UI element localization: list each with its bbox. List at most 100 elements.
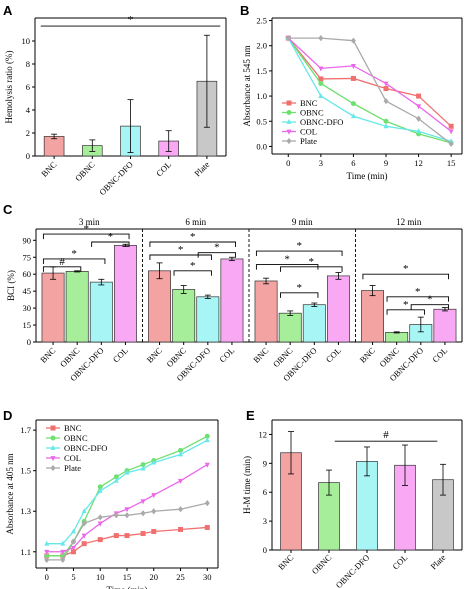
y-axis-label: Hemolysis ratio (%) [4, 51, 14, 124]
y-tick-label: 6 [263, 487, 267, 497]
marker-diamond [286, 137, 292, 145]
marker-triangle-up [416, 128, 422, 134]
marker-diamond [44, 556, 50, 563]
y-axis-label: H-M time (min) [242, 456, 252, 514]
marker-triangle-down [204, 462, 210, 468]
marker-triangle-down [350, 63, 356, 69]
category-label: OBNC-DFO [97, 159, 135, 197]
marker-diamond [285, 35, 291, 42]
x-tick-label: 0 [286, 158, 290, 168]
marker-circle [178, 447, 184, 453]
y-tick-label: 75 [23, 252, 32, 262]
x-tick-label: 30 [203, 572, 212, 582]
marker-square [383, 86, 389, 92]
marker-triangle-up [151, 459, 157, 465]
y-tick-label: 15 [23, 320, 32, 330]
legend-label: BNC [300, 98, 318, 108]
y-tick-label: 10 [22, 36, 31, 46]
significance-marker: * [403, 263, 409, 275]
y-tick-label: 2.0 [256, 41, 267, 51]
marker-diamond [448, 140, 454, 148]
bar-bnc [148, 270, 172, 343]
marker-triangle-up [81, 508, 87, 514]
category-label: COL [390, 552, 409, 571]
significance-bracket [91, 241, 130, 247]
y-tick-label: 8 [26, 59, 30, 69]
significance-bracket [410, 304, 450, 310]
marker-triangle-up [50, 444, 56, 450]
marker-triangle-down [97, 521, 103, 527]
y-tick-label: 0.5 [256, 116, 267, 126]
category-label: COL [430, 345, 449, 364]
marker-diamond [97, 514, 103, 521]
category-label: BNC [38, 345, 58, 365]
bar-obnc [172, 289, 196, 343]
marker-diamond [416, 115, 422, 122]
series-line-col [287, 37, 452, 132]
marker-triangle-down [60, 549, 66, 555]
bar-col [113, 245, 137, 343]
significance-marker: * [309, 256, 315, 268]
marker-triangle-up [318, 92, 324, 98]
marker-square [81, 541, 87, 547]
bar-obnc-dfo [302, 304, 326, 343]
category-label: BNC [145, 345, 165, 365]
chart-hm-time: 0 3 6 9 12 H-M time (min) BNC OBNC OBNC-DFO COL Pl… [242, 419, 463, 589]
y-tick-label: 1.5 [256, 66, 267, 76]
marker-circle [204, 433, 210, 439]
significance-marker: * [71, 248, 77, 260]
marker-circle [97, 484, 103, 490]
marker-triangle-up [204, 437, 210, 443]
marker-triangle-up [97, 487, 103, 493]
bar-bnc [254, 280, 278, 343]
y-tick-label: 12 [259, 429, 268, 439]
marker-triangle-up [60, 540, 66, 546]
significance-marker: * [128, 14, 134, 26]
marker-triangle-up [350, 113, 356, 119]
marker-triangle-up [140, 465, 146, 471]
category-label: BNC [39, 159, 59, 179]
group-title: 9 min [292, 217, 313, 227]
category-label: Plate [428, 552, 447, 571]
x-tick-label: 25 [176, 572, 185, 582]
x-tick-label: 15 [123, 572, 132, 582]
marker-circle [44, 553, 50, 559]
marker-diamond [204, 500, 210, 507]
bar-bnc [43, 136, 65, 157]
legend-label: COL [300, 127, 317, 137]
x-tick-label: 6 [351, 158, 355, 168]
x-tick-label: 20 [150, 572, 159, 582]
marker-diamond [50, 464, 56, 472]
marker-triangle-up [286, 118, 292, 124]
legend-label: OBNC [64, 433, 88, 443]
category-label: COL [154, 159, 173, 178]
legend-label: OBNC-DFO [64, 443, 107, 453]
marker-diamond [151, 508, 157, 515]
bar-obnc [65, 271, 89, 343]
y-tick-label: 90 [23, 235, 32, 245]
significance-bracket [149, 241, 237, 247]
series-line-obnc [287, 37, 452, 144]
y-tick-label: 9 [263, 458, 267, 468]
bar-obnc-dfo [196, 296, 220, 343]
legend-label: BNC [64, 423, 82, 433]
significance-marker: * [190, 231, 196, 243]
bar-col [326, 275, 350, 343]
marker-circle [383, 118, 389, 124]
group-title: 12 min [396, 217, 422, 227]
bar-col [433, 308, 457, 343]
significance-marker: * [214, 242, 220, 254]
series-line-obnc-dfo [287, 37, 452, 143]
significance-bracket [197, 252, 237, 258]
marker-triangle-down [44, 549, 50, 555]
y-tick-label: 0.0 [256, 141, 267, 151]
series-line-bnc [287, 37, 452, 127]
marker-triangle-up [448, 138, 454, 144]
marker-circle [140, 462, 146, 468]
marker-square [70, 549, 76, 555]
significance-bracket [173, 270, 212, 276]
marker-square [350, 75, 356, 81]
significance-bracket [149, 254, 212, 260]
